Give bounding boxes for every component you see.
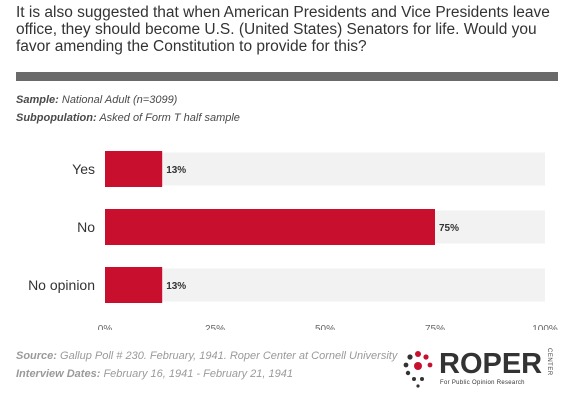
roper-logo: ROPER CENTER For Public Opinion Research [400, 346, 560, 396]
bar-track [105, 268, 545, 302]
tick-label: 50% [315, 324, 335, 330]
title-divider [16, 72, 558, 81]
bar [105, 267, 163, 303]
logo-center-text: CENTER [546, 348, 552, 376]
roper-dots-icon [403, 351, 433, 388]
category-label: Yes [72, 161, 95, 177]
source-label: Source [16, 350, 54, 362]
category-label: No opinion [28, 277, 95, 293]
source-line: Source: Gallup Poll # 230. February, 194… [16, 350, 398, 362]
logo-tagline: For Public Opinion Research [440, 380, 525, 386]
bar [105, 209, 435, 245]
sample-value: National Adult (n=3099) [61, 94, 178, 106]
data-label: 13% [166, 281, 186, 292]
sample-line: Sample: National Adult (n=3099) [16, 94, 178, 106]
bar-chart: Yes 13% No 75% No opinion 13% 0% 25% 50% 75% 100% [28, 151, 558, 330]
subpopulation-value: Asked of Form T half sample [99, 112, 240, 124]
data-label: 13% [166, 165, 186, 176]
category-label: No [77, 219, 95, 235]
logo-wordmark: ROPER [439, 348, 543, 380]
interview-dates-line: Interview Dates: February 16, 1941 - Feb… [16, 368, 293, 380]
interview-dates-label: Interview Dates [16, 368, 97, 380]
subpopulation-label: Subpopulation [16, 112, 93, 124]
subpopulation-line: Subpopulation: Asked of Form T half samp… [16, 112, 240, 124]
bar-track [105, 152, 545, 186]
bar [105, 151, 163, 187]
tick-label: 25% [205, 324, 225, 330]
tick-label: 75% [425, 324, 445, 330]
sample-label: Sample [16, 94, 56, 106]
tick-label: 100% [532, 324, 558, 330]
tick-label: 0% [98, 324, 113, 330]
question-text: It is also suggested that when American … [16, 4, 550, 55]
data-label: 75% [439, 223, 459, 234]
source-value: Gallup Poll # 230. February, 1941. Roper… [60, 350, 398, 362]
interview-dates-value: February 16, 1941 - February 21, 1941 [103, 368, 293, 380]
